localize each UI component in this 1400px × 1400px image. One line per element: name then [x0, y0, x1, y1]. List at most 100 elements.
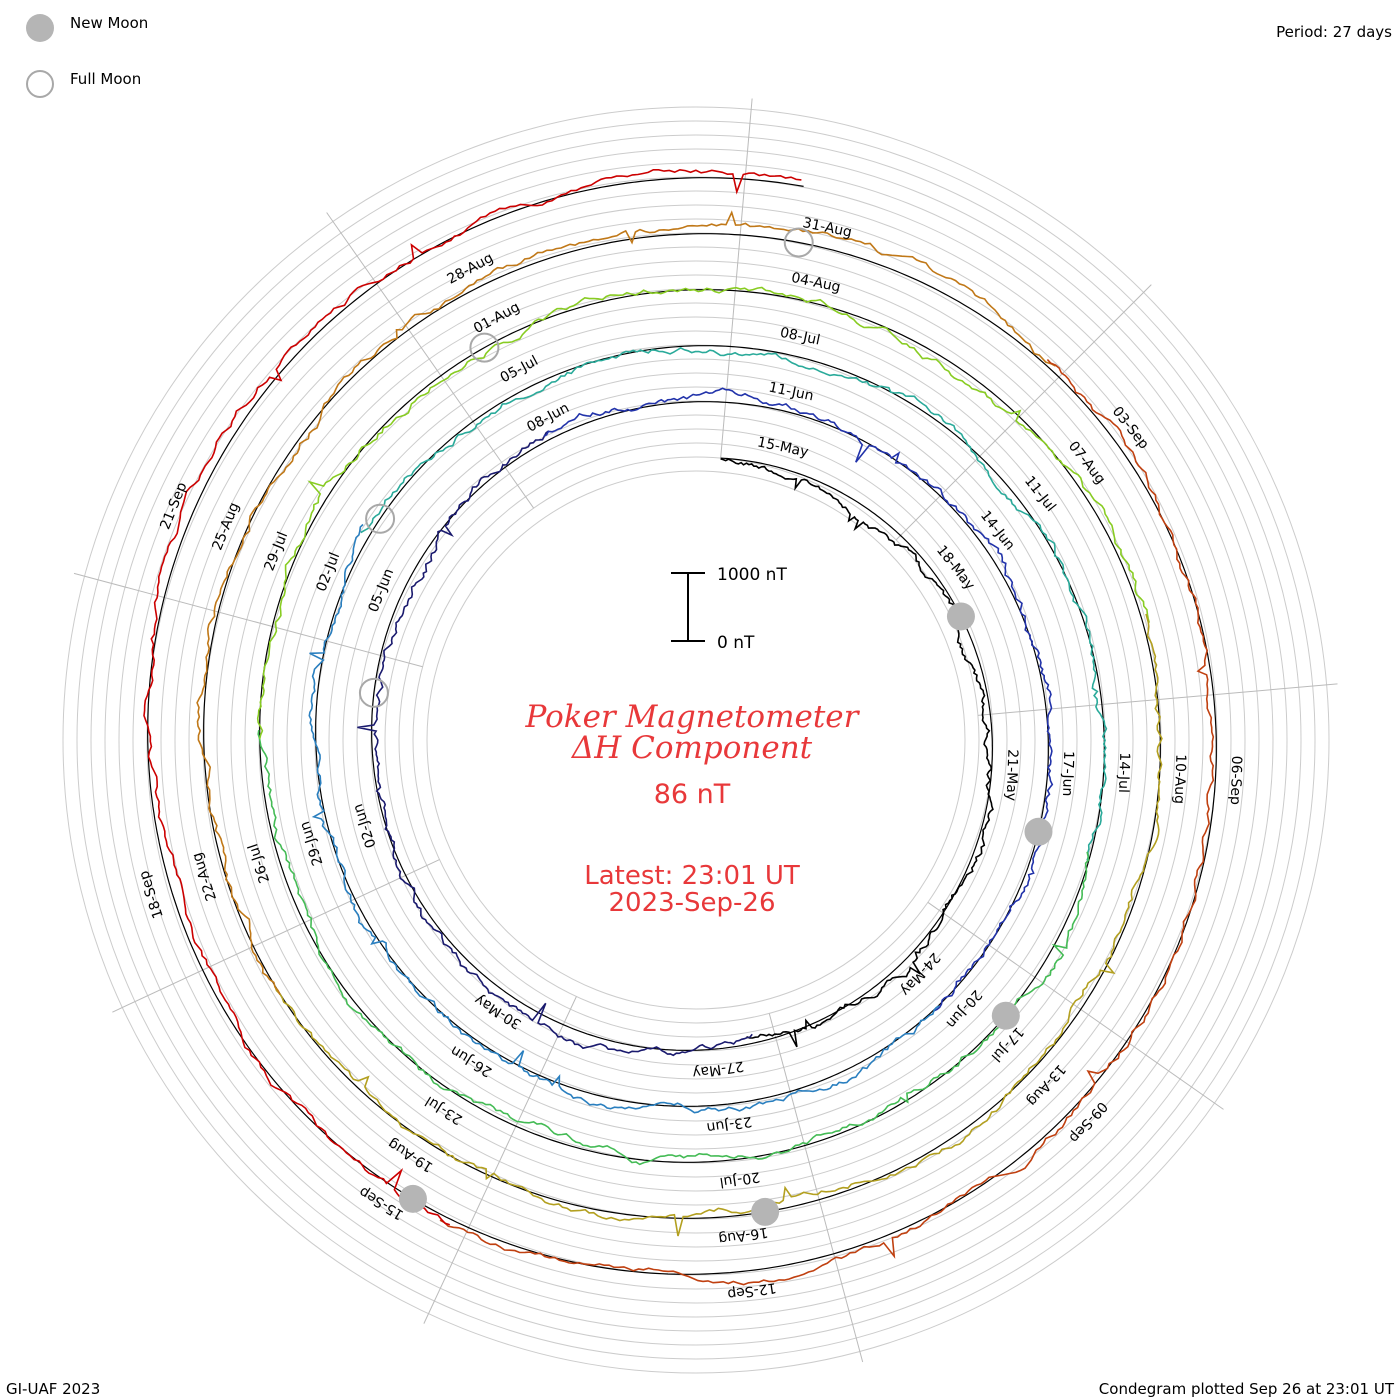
- grid-ring: [356, 400, 1036, 1080]
- grid-ring: [328, 372, 1064, 1108]
- grid-ring: [412, 456, 980, 1024]
- date-tick-label: 02-Jun: [350, 802, 379, 850]
- date-tick-label: 23-Jul: [423, 1093, 466, 1128]
- data-layer: [143, 168, 1215, 1286]
- grid-ring: [426, 470, 966, 1010]
- grid-ring: [384, 428, 1008, 1052]
- date-tick-label: 12-Sep: [726, 1279, 777, 1302]
- grid-ring: [202, 246, 1190, 1234]
- current-value: 86 nT: [654, 779, 731, 810]
- date-tick-label: 21-Sep: [157, 480, 190, 532]
- grid-ring: [160, 204, 1232, 1276]
- date-tick-label: 18-Sep: [136, 868, 167, 920]
- date-tick-label: 10-Aug: [1171, 754, 1188, 804]
- date-tick-label: 26-Jul: [245, 841, 273, 885]
- full-moon-marker: [783, 227, 814, 258]
- date-tick-label: 07-Aug: [1065, 438, 1108, 487]
- latest-date: 2023-Sep-26: [608, 888, 775, 918]
- grid-ring: [300, 344, 1092, 1136]
- date-tick-label: 31-Aug: [801, 215, 853, 241]
- series-line: [308, 523, 940, 1114]
- date-tick-label: 27-May: [691, 1058, 745, 1081]
- grid-spoke: [895, 284, 1152, 541]
- grid-spoke: [768, 1013, 864, 1363]
- grid-ring: [398, 442, 994, 1038]
- date-tick-label: 04-Aug: [790, 270, 842, 296]
- date-tick-label: 03-Sep: [1109, 404, 1152, 453]
- grid-spoke: [720, 98, 753, 459]
- grid-ring: [244, 288, 1148, 1192]
- new-moon-marker: [946, 602, 975, 631]
- date-tick-label: 11-Jun: [767, 380, 815, 405]
- grid-layer: [62, 98, 1338, 1374]
- series-line: [357, 430, 753, 1057]
- series-line: [543, 387, 1054, 1012]
- date-tick-label: 06-Sep: [1227, 755, 1244, 805]
- legend-new-moon-label: New Moon: [70, 14, 149, 32]
- legend-full-moon-label: Full Moon: [70, 70, 142, 88]
- chart-title: Poker Magnetometer: [525, 699, 861, 735]
- grid-ring: [188, 232, 1204, 1248]
- date-tick-label: 20-Jun: [943, 986, 985, 1031]
- baseline-layer: [147, 177, 1217, 1275]
- grid-ring: [76, 120, 1316, 1360]
- chart-subtitle: ΔH Component: [571, 730, 813, 766]
- date-tick-label: 16-Aug: [717, 1224, 769, 1247]
- grid-spoke: [326, 212, 535, 509]
- date-tick-label: 24-May: [897, 949, 943, 998]
- scale-bar: 1000 nT 0 nT: [671, 565, 787, 653]
- full-moon-marker: [358, 677, 389, 708]
- grid-spoke: [73, 572, 423, 668]
- new-moon-marker: [398, 1184, 427, 1213]
- full-moon-marker: [365, 503, 396, 534]
- new-moon-marker: [991, 1001, 1020, 1030]
- grid-ring: [132, 176, 1260, 1304]
- grid-ring: [90, 134, 1302, 1346]
- scale-bar-top-label: 1000 nT: [717, 565, 787, 585]
- date-tick-label: 23-Jun: [706, 1113, 753, 1135]
- grid-ring: [62, 106, 1330, 1374]
- series-line: [196, 210, 1056, 995]
- grid-spoke: [423, 996, 577, 1324]
- grid-ring: [370, 414, 1022, 1066]
- date-tick-label: 17-Jun: [1059, 751, 1076, 797]
- new-moon-marker: [751, 1197, 780, 1226]
- date-tick-label: 08-Jul: [779, 325, 822, 349]
- series-line: [143, 168, 802, 1226]
- series-line: [360, 346, 1108, 861]
- grid-spoke: [927, 901, 1224, 1110]
- date-tick-label: 15-Sep: [356, 1183, 406, 1223]
- series-line: [256, 286, 1150, 739]
- date-tick-label: 25-Aug: [209, 500, 242, 552]
- date-tick-label: 11-Jul: [1021, 473, 1059, 515]
- grid-ring: [118, 162, 1274, 1318]
- grid-ring: [216, 260, 1176, 1220]
- grid-ring: [146, 190, 1246, 1290]
- new-moon-icon: [26, 14, 54, 42]
- series-line: [274, 613, 1163, 1237]
- full-moon-icon: [26, 70, 54, 98]
- grid-ring: [104, 148, 1288, 1332]
- date-tick-label: 09-Sep: [1066, 1098, 1111, 1146]
- date-tick-label: 18-May: [933, 543, 978, 594]
- scale-bar-bottom-label: 0 nT: [717, 633, 755, 653]
- grid-ring: [342, 386, 1050, 1094]
- date-tick-label: 20-Jul: [719, 1168, 761, 1190]
- moon-layer: [358, 227, 1053, 1226]
- series-line: [439, 358, 1215, 1286]
- latest-time: Latest: 23:01 UT: [584, 861, 800, 891]
- date-tick-label: 15-May: [756, 434, 810, 460]
- series-line: [720, 458, 994, 1048]
- date-tick-label: 08-Jun: [524, 400, 572, 436]
- date-tick-label: 05-Jul: [498, 353, 541, 386]
- grid-ring: [174, 218, 1218, 1262]
- footer-credit: GI-UAF 2023: [6, 1380, 101, 1398]
- full-moon-marker: [469, 332, 500, 363]
- date-tick-label: 14-Jun: [977, 508, 1018, 554]
- date-tick-label: 14-Jul: [1115, 752, 1132, 793]
- new-moon-marker: [1024, 817, 1053, 846]
- date-tick-label: 22-Aug: [189, 850, 220, 902]
- date-tick-label: 05-Jun: [366, 566, 398, 614]
